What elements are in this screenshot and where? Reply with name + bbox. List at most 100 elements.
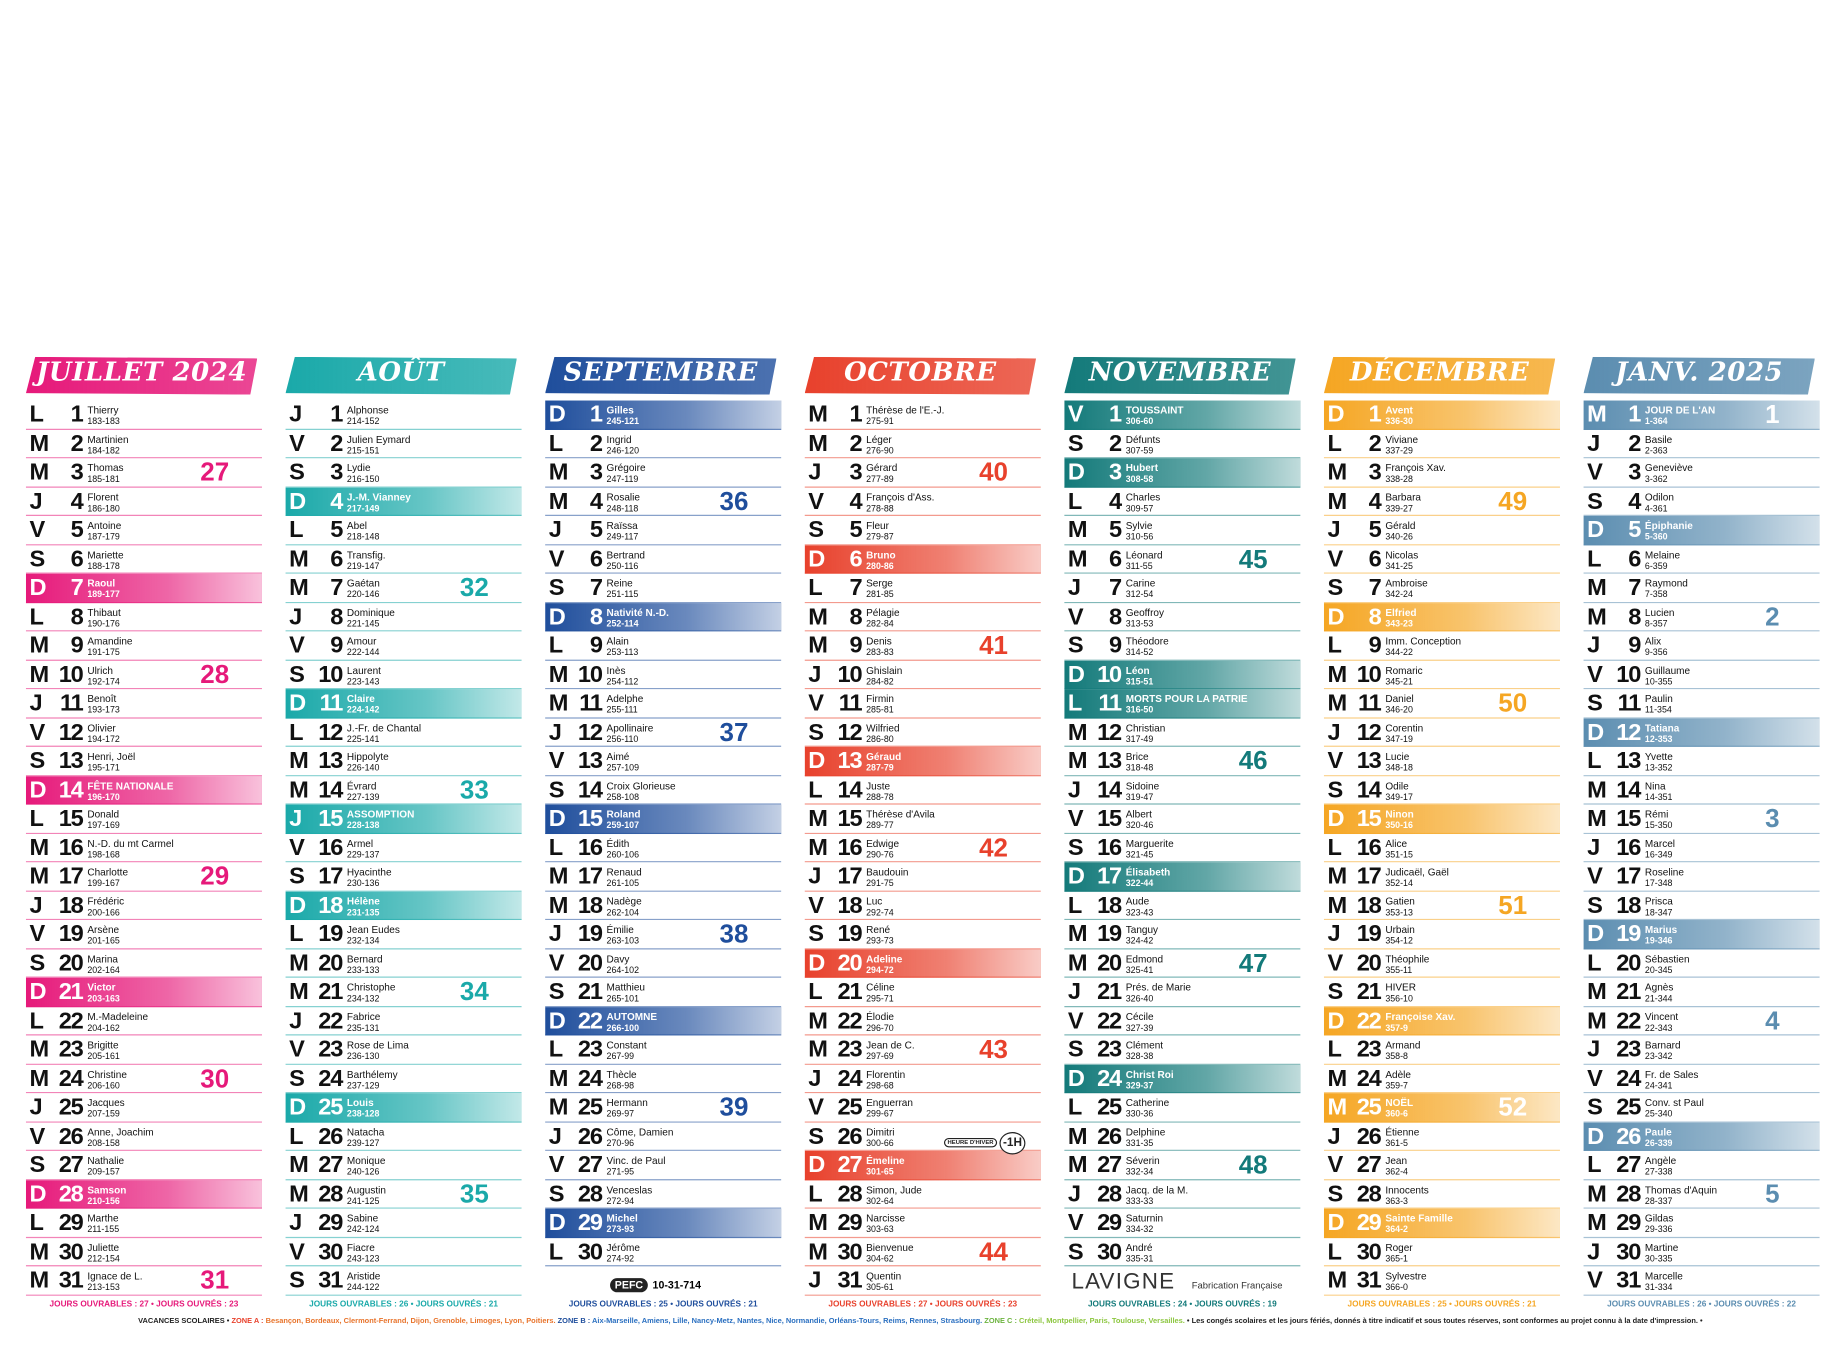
saint-name: M.-Madeleine bbox=[87, 1010, 149, 1022]
day-number: 7 bbox=[1368, 574, 1382, 601]
day-count: 349-17 bbox=[1385, 791, 1413, 802]
day-row: M 1 JOUR DE L'AN 1-364 1 bbox=[1583, 400, 1820, 430]
day-row: L 6 Melaine 6-359 bbox=[1583, 545, 1820, 574]
day-row: J 28 Jacq. de la M. 333-33 bbox=[1064, 1180, 1301, 1209]
weekday-letter: D bbox=[29, 978, 47, 1005]
day-number: 1 bbox=[1109, 401, 1122, 428]
day-count: 188-178 bbox=[87, 560, 120, 571]
saint-name: François Xav. bbox=[1385, 461, 1446, 474]
week-number: 29 bbox=[200, 861, 230, 891]
day-row: L 25 Catherine 330-36 bbox=[1064, 1093, 1301, 1123]
school-holidays-legend: VACANCES SCOLAIRES • ZONE A : Besançon, … bbox=[0, 1317, 1841, 1325]
day-count: 253-113 bbox=[606, 646, 639, 658]
saint-name: Étienne bbox=[1385, 1125, 1420, 1138]
day-row: V 19 Arsène 201-165 bbox=[25, 920, 262, 949]
saint-name: J.-Fr. de Chantal bbox=[346, 721, 422, 734]
saint-name: Évrard bbox=[346, 779, 377, 792]
day-number: 7 bbox=[589, 574, 603, 601]
day-row: V 12 Olivier 194-172 bbox=[25, 718, 262, 747]
saint-name: Juliette bbox=[87, 1241, 120, 1253]
weekday-letter: M bbox=[1327, 863, 1348, 890]
saint-name: Bienvenue bbox=[866, 1241, 914, 1253]
day-number: 26 bbox=[318, 1123, 343, 1150]
month-column: NOVEMBRE V 1 TOUSSAINT 306-60 S 2 Défunts 307-59… bbox=[1064, 353, 1301, 1319]
day-count: 259-107 bbox=[606, 819, 640, 831]
day-count: 267-99 bbox=[606, 1050, 635, 1062]
weekday-letter: J bbox=[548, 921, 562, 948]
day-number: 5 bbox=[70, 517, 84, 544]
day-number: 11 bbox=[319, 690, 344, 717]
dst-value: -1H bbox=[999, 1131, 1026, 1154]
saint-name: Côme, Damien bbox=[606, 1125, 674, 1138]
day-row: D 19 Marius 19-346 bbox=[1583, 920, 1820, 949]
day-row: S 14 Odile 349-17 bbox=[1323, 776, 1560, 805]
saint-name: Constant bbox=[606, 1038, 647, 1051]
day-row: M 21 Christophe 234-132 34 bbox=[285, 977, 522, 1007]
weekday-letter: L bbox=[548, 632, 564, 659]
saint-name: Victor bbox=[87, 981, 116, 994]
weekday-letter: V bbox=[289, 632, 305, 659]
day-count: 344-22 bbox=[1385, 646, 1413, 658]
week-number: 35 bbox=[459, 1178, 489, 1209]
day-row: S 13 Henri, Joël 195-171 bbox=[25, 747, 262, 776]
weekday-letter: M bbox=[289, 546, 309, 572]
day-number: 2 bbox=[849, 430, 862, 457]
day-count: 362-4 bbox=[1385, 1166, 1408, 1177]
week-number: 48 bbox=[1238, 1149, 1268, 1180]
saint-name: Samson bbox=[87, 1183, 127, 1196]
weekday-letter: D bbox=[289, 690, 307, 717]
week-number: 46 bbox=[1238, 745, 1268, 776]
day-number: 18 bbox=[318, 892, 343, 919]
day-number: 16 bbox=[1097, 834, 1122, 861]
legend-part: Besançon, Bordeaux, Clermont-Ferrand, Di… bbox=[265, 1317, 558, 1326]
saint-name: Mariette bbox=[87, 548, 124, 561]
day-row: L 18 Aude 323-43 bbox=[1064, 891, 1301, 921]
day-row: D 18 Hélène 231-135 bbox=[285, 891, 522, 921]
weekday-letter: V bbox=[808, 690, 825, 717]
saint-name: Thomas d'Aquin bbox=[1644, 1183, 1718, 1196]
day-row: V 6 Bertrand 250-116 bbox=[545, 545, 782, 574]
month-column: AOÛT J 1 Alphonse 214-152 V 2 Julien Eymard 215-… bbox=[285, 353, 522, 1319]
day-row: J 19 Urbain 354-12 bbox=[1323, 920, 1560, 949]
saint-name: Judicaël, Gaël bbox=[1385, 865, 1449, 878]
weekday-letter: D bbox=[548, 805, 566, 832]
day-count: 270-96 bbox=[606, 1137, 635, 1148]
day-number: 31 bbox=[1616, 1267, 1641, 1294]
day-count: 361-5 bbox=[1385, 1137, 1408, 1148]
weekday-letter: M bbox=[1587, 574, 1607, 601]
saint-name: NOËL bbox=[1385, 1096, 1414, 1109]
day-number: 3 bbox=[589, 459, 603, 486]
weekday-letter: S bbox=[289, 1267, 305, 1294]
day-number: 24 bbox=[1616, 1065, 1641, 1092]
saint-name: Roseline bbox=[1644, 865, 1684, 878]
saint-name: Paulin bbox=[1644, 692, 1673, 705]
saint-name: Florentin bbox=[866, 1067, 906, 1080]
day-count: 24-341 bbox=[1644, 1079, 1673, 1091]
weekday-letter: J bbox=[1587, 632, 1601, 659]
day-count: 222-144 bbox=[346, 646, 380, 658]
saint-name: N.-D. du mt Carmel bbox=[87, 836, 174, 849]
weekday-letter: J bbox=[1327, 719, 1341, 746]
day-count: 280-86 bbox=[866, 560, 894, 571]
saint-name: Alphonse bbox=[346, 404, 389, 416]
weekday-letter: S bbox=[1327, 776, 1344, 803]
saint-name: Donald bbox=[87, 808, 120, 820]
saint-name: Jean de C. bbox=[866, 1038, 915, 1051]
weekday-letter: S bbox=[1327, 1180, 1344, 1207]
day-number: 26 bbox=[577, 1123, 603, 1150]
legend-part: ZONE A : bbox=[231, 1317, 266, 1326]
day-number: 25 bbox=[58, 1094, 84, 1121]
day-count: 204-162 bbox=[87, 1021, 120, 1033]
day-count: 319-47 bbox=[1125, 791, 1154, 802]
day-count: 356-10 bbox=[1385, 993, 1413, 1004]
saint-name: Sylvie bbox=[1125, 519, 1153, 532]
day-row: M 23 Brigitte 205-161 bbox=[25, 1035, 262, 1065]
day-row: S 23 Clément 328-38 bbox=[1064, 1035, 1301, 1065]
day-count: 194-172 bbox=[87, 733, 120, 744]
day-count: 29-336 bbox=[1644, 1223, 1673, 1235]
day-count: 241-125 bbox=[346, 1195, 380, 1206]
weekday-letter: L bbox=[808, 978, 823, 1005]
day-count: 316-50 bbox=[1125, 704, 1154, 716]
saint-name: Transfig. bbox=[346, 548, 386, 561]
weekday-letter: J bbox=[29, 892, 43, 919]
